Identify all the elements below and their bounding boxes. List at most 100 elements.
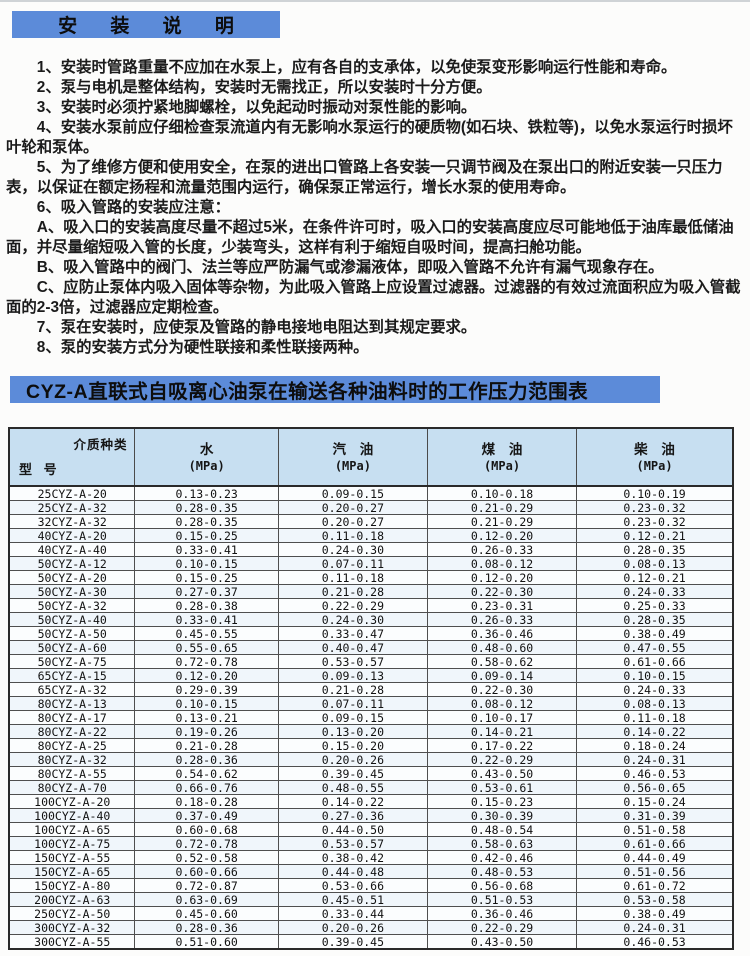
- pressure-range-cell: 0.24-0.33: [576, 682, 734, 697]
- pressure-range-cell: 0.55-0.65: [134, 640, 279, 655]
- pressure-range-cell: 0.15-0.25: [134, 570, 279, 585]
- pressure-range-cell: 0.10-0.15: [576, 668, 734, 683]
- model-cell: 50CYZ-A-32: [8, 598, 136, 613]
- model-cell: 80CYZ-A-32: [8, 752, 136, 767]
- pressure-range-cell: 0.15-0.24: [576, 794, 734, 809]
- model-cell: 100CYZ-A-75: [8, 836, 136, 851]
- table-row: 25CYZ-A-32 0.28-0.35 0.20-0.27 0.21-0.29 0.2…: [8, 500, 734, 515]
- pressure-range-cell: 0.15-0.20: [277, 738, 428, 753]
- table-row: 40CYZ-A-20 0.15-0.25 0.11-0.18 0.12-0.20 0.1…: [8, 528, 734, 543]
- pressure-range-cell: 0.20-0.27: [277, 514, 428, 529]
- model-cell: 50CYZ-A-30: [8, 584, 136, 599]
- pressure-range-cell: 0.56-0.65: [576, 780, 734, 795]
- model-cell: 100CYZ-A-20: [8, 794, 136, 809]
- pressure-range-cell: 0.20-0.26: [277, 752, 428, 767]
- pressure-range-cell: 0.22-0.30: [426, 682, 578, 697]
- pressure-range-cell: 0.44-0.48: [277, 864, 428, 879]
- pressure-range-cell: 0.72-0.78: [134, 654, 279, 669]
- pressure-range-cell: 0.53-0.57: [277, 836, 428, 851]
- pressure-range-cell: 0.13-0.21: [134, 710, 279, 725]
- pressure-range-cell: 0.11-0.18: [277, 528, 428, 543]
- pressure-range-cell: 0.38-0.49: [576, 906, 734, 921]
- pressure-range-cell: 0.14-0.22: [277, 794, 428, 809]
- table-row: 80CYZ-A-17 0.13-0.21 0.09-0.15 0.10-0.17 0.1…: [8, 710, 734, 725]
- table-row: 50CYZ-A-50 0.45-0.55 0.33-0.47 0.36-0.46 0.3…: [8, 626, 734, 641]
- pressure-range-cell: 0.37-0.49: [134, 808, 279, 823]
- pressure-range-cell: 0.51-0.53: [426, 892, 578, 907]
- pressure-range-cell: 0.39-0.45: [277, 934, 428, 950]
- pressure-range-cell: 0.72-0.78: [134, 836, 279, 851]
- pressure-range-cell: 0.21-0.28: [134, 738, 279, 753]
- pressure-range-cell: 0.24-0.31: [576, 920, 734, 935]
- table-title-banner: CYZ-A直联式自吸离心油泵在输送各种油料时的工作压力范围表: [10, 376, 660, 403]
- table-row: 32CYZ-A-32 0.28-0.35 0.20-0.27 0.21-0.29 0.2…: [8, 514, 734, 529]
- table-row: 100CYZ-A-75 0.72-0.78 0.53-0.57 0.58-0.63 0.…: [8, 836, 734, 851]
- pressure-range-cell: 0.08-0.13: [576, 696, 734, 711]
- pressure-range-cell: 0.63-0.69: [134, 892, 279, 907]
- pressure-range-cell: 0.08-0.13: [576, 556, 734, 571]
- table-row: 250CYZ-A-50 0.45-0.60 0.33-0.44 0.36-0.46 0.…: [8, 906, 734, 921]
- pressure-range-cell: 0.46-0.53: [576, 766, 734, 781]
- model-cell: 50CYZ-A-60: [8, 640, 136, 655]
- instruction-item-2: 2、泵与电机是整体结构，安装时无需找正，所以安装时十分方便。: [36, 79, 492, 96]
- table-row: 80CYZ-A-70 0.66-0.76 0.48-0.55 0.53-0.61 0.5…: [8, 780, 734, 795]
- pressure-range-cell: 0.47-0.55: [576, 640, 734, 655]
- table-row: 80CYZ-A-32 0.28-0.36 0.20-0.26 0.22-0.29 0.2…: [8, 752, 734, 767]
- pressure-range-cell: 0.21-0.28: [277, 682, 428, 697]
- pressure-range-cell: 0.11-0.18: [277, 570, 428, 585]
- pressure-range-cell: 0.42-0.46: [426, 850, 578, 865]
- model-cell: 100CYZ-A-40: [8, 808, 136, 823]
- table-row: 100CYZ-A-65 0.60-0.68 0.44-0.50 0.48-0.54 0.…: [8, 822, 734, 837]
- pressure-range-cell: 0.10-0.17: [426, 710, 578, 725]
- instruction-item-6: 6、吸入管路的安装应注意：: [36, 199, 231, 216]
- pressure-range-cell: 0.39-0.45: [277, 766, 428, 781]
- corner-model-label: 型 号: [19, 462, 61, 477]
- pressure-range-cell: 0.10-0.18: [426, 485, 578, 501]
- model-cell: 200CYZ-A-63: [8, 892, 136, 907]
- pressure-range-cell: 0.09-0.13: [277, 668, 428, 683]
- pressure-range-cell: 0.27-0.37: [134, 584, 279, 599]
- table-row: 150CYZ-A-80 0.72-0.87 0.53-0.66 0.56-0.68 0.…: [8, 878, 734, 893]
- pressure-range-cell: 0.24-0.30: [277, 542, 428, 557]
- model-cell: 32CYZ-A-32: [8, 514, 136, 529]
- pressure-range-cell: 0.07-0.11: [277, 696, 428, 711]
- column-header-kerosene: 煤 油 (MPa): [426, 427, 578, 487]
- table-row: 50CYZ-A-20 0.15-0.25 0.11-0.18 0.12-0.20 0.1…: [8, 570, 734, 585]
- pressure-range-cell: 0.48-0.53: [426, 864, 578, 879]
- model-cell: 40CYZ-A-20: [8, 528, 136, 543]
- instruction-item-6b: B、吸入管路中的阀门、法兰等应严防漏气或渗漏液体，即吸入管路不允许有漏气现象存在…: [36, 259, 664, 276]
- table-row: 65CYZ-A-15 0.12-0.20 0.09-0.13 0.09-0.14 0.1…: [8, 668, 734, 683]
- pressure-range-cell: 0.15-0.23: [426, 794, 578, 809]
- pressure-range-cell: 0.60-0.66: [134, 864, 279, 879]
- instruction-item-8: 8、泵的安装方式分为硬性联接和柔性联接两种。: [36, 339, 369, 356]
- model-cell: 80CYZ-A-25: [8, 738, 136, 753]
- pressure-range-cell: 0.51-0.58: [576, 822, 734, 837]
- pressure-range-cell: 0.26-0.33: [426, 542, 578, 557]
- pressure-range-cell: 0.12-0.20: [426, 528, 578, 543]
- pressure-range-cell: 0.13-0.20: [277, 724, 428, 739]
- model-cell: 25CYZ-A-20: [8, 485, 136, 501]
- pressure-range-cell: 0.51-0.60: [134, 934, 279, 950]
- column-header-water: 水 (MPa): [134, 427, 279, 487]
- table-row: 50CYZ-A-75 0.72-0.78 0.53-0.57 0.58-0.62 0.6…: [8, 654, 734, 669]
- model-cell: 300CYZ-A-32: [8, 920, 136, 935]
- model-cell: 80CYZ-A-13: [8, 696, 136, 711]
- pressure-range-cell: 0.61-0.66: [576, 836, 734, 851]
- section-title-text: 安 装 说 明: [58, 16, 248, 37]
- pressure-range-cell: 0.53-0.57: [277, 654, 428, 669]
- pressure-range-cell: 0.28-0.35: [134, 500, 279, 515]
- table-row: 50CYZ-A-30 0.27-0.37 0.21-0.28 0.22-0.30 0.2…: [8, 584, 734, 599]
- pressure-range-cell: 0.48-0.60: [426, 640, 578, 655]
- pressure-range-cell: 0.61-0.72: [576, 878, 734, 893]
- table-row: 40CYZ-A-40 0.33-0.41 0.24-0.30 0.26-0.33 0.2…: [8, 542, 734, 557]
- table-row: 65CYZ-A-32 0.29-0.39 0.21-0.28 0.22-0.30 0.2…: [8, 682, 734, 697]
- table-row: 300CYZ-A-55 0.51-0.60 0.39-0.45 0.43-0.50 0.…: [8, 934, 734, 950]
- model-cell: 100CYZ-A-65: [8, 822, 136, 837]
- pressure-range-cell: 0.48-0.54: [426, 822, 578, 837]
- pressure-range-cell: 0.10-0.19: [576, 485, 734, 501]
- model-cell: 50CYZ-A-50: [8, 626, 136, 641]
- pressure-range-cell: 0.43-0.50: [426, 934, 578, 950]
- pressure-range-cell: 0.23-0.32: [576, 514, 734, 529]
- table-row: 50CYZ-A-12 0.10-0.15 0.07-0.11 0.08-0.12 0.0…: [8, 556, 734, 571]
